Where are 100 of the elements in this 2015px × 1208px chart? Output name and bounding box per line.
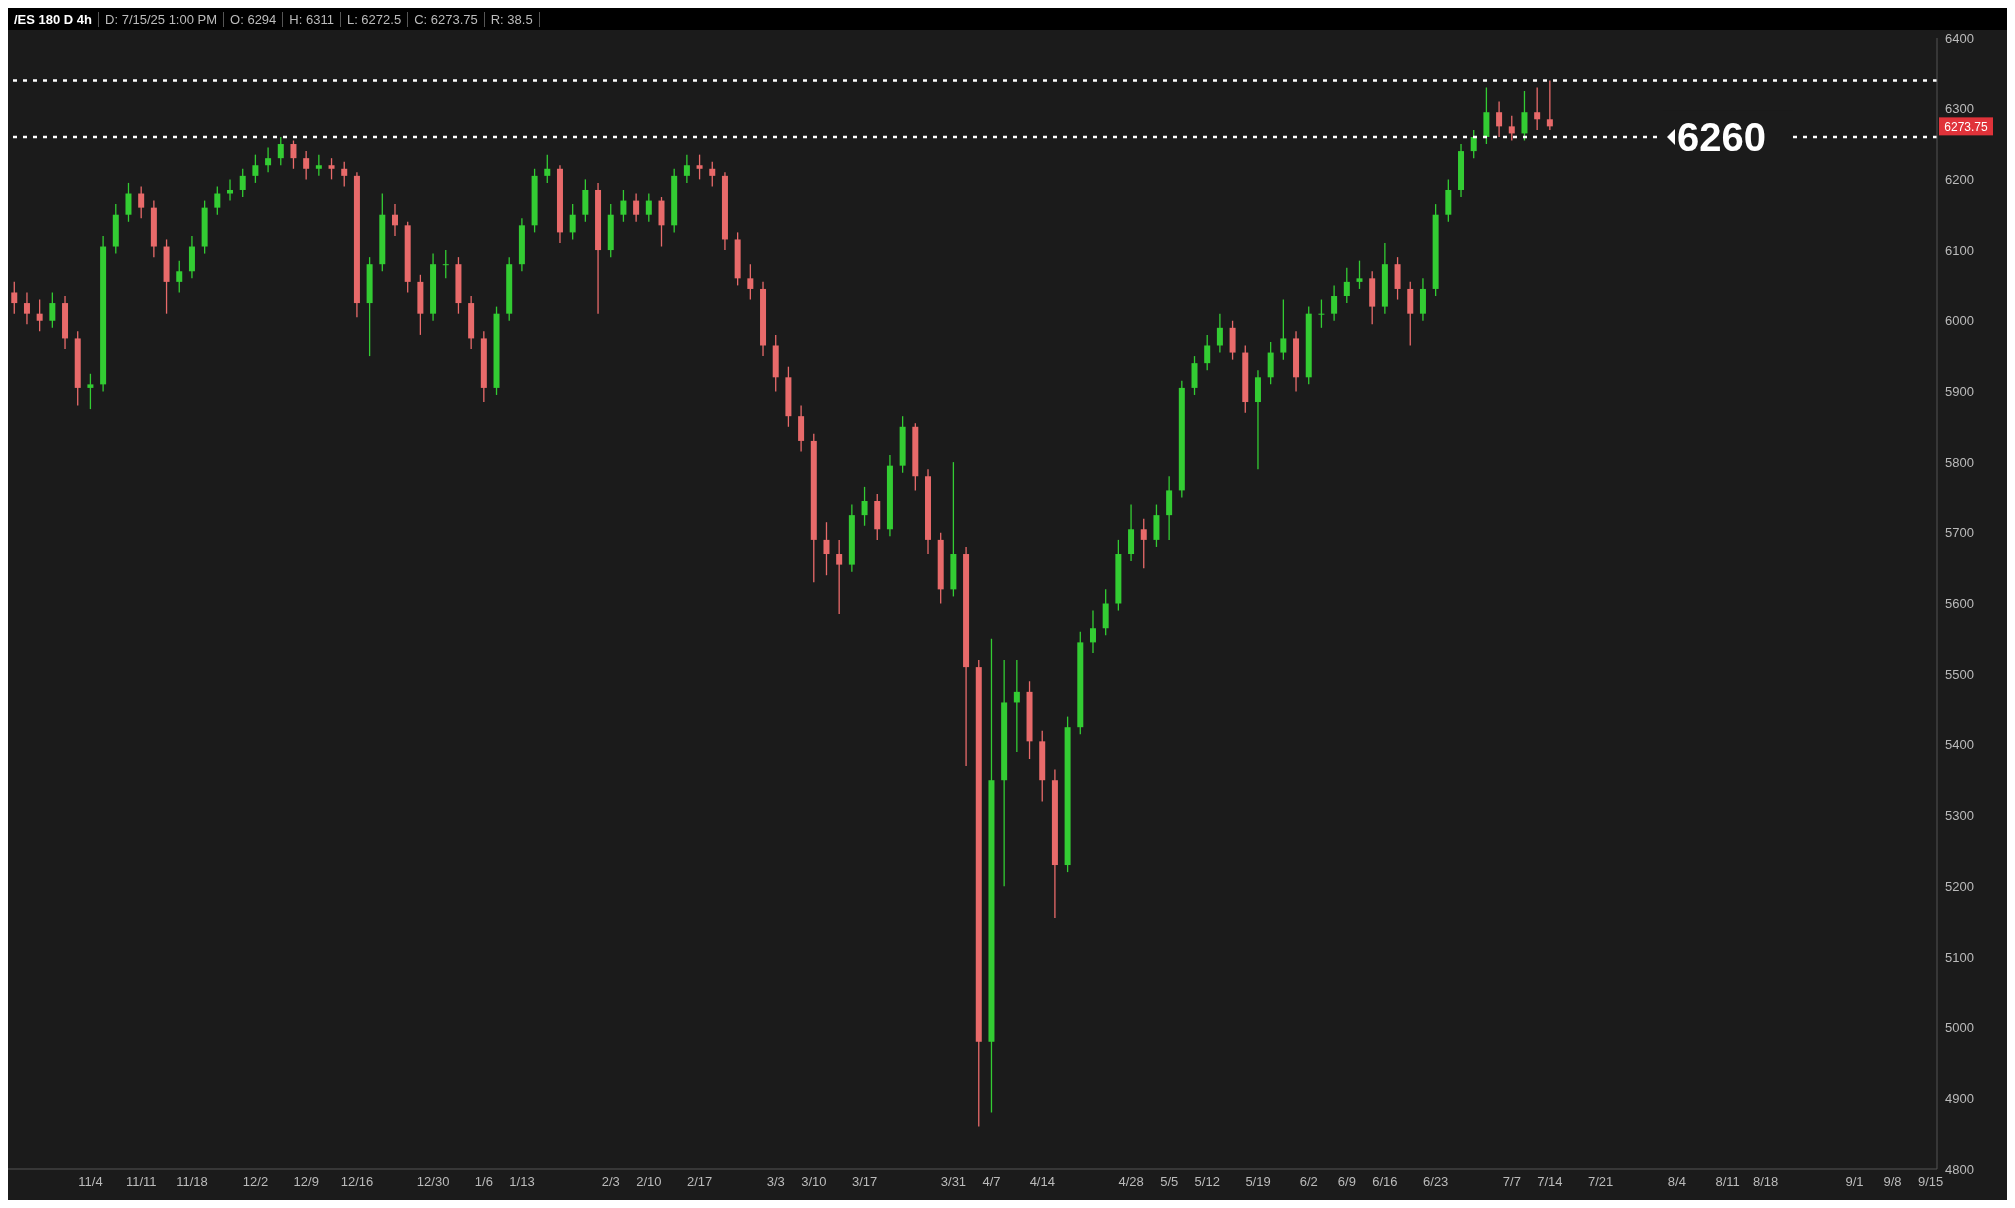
x-tick-label: 1/6: [474, 1174, 493, 1190]
candlestick: [138, 185, 145, 219]
x-tick-label: 5/19: [1245, 1174, 1271, 1190]
y-tick-label: 4900: [1945, 1090, 1974, 1106]
x-tick-label: 3/17: [851, 1174, 878, 1190]
x-tick-label: 6/16: [1372, 1174, 1398, 1190]
candlestick: [747, 263, 754, 301]
text: L: 6272.5: [340, 11, 409, 27]
y-tick-label: 6400: [1945, 30, 1974, 46]
x-tick-label: 4/28: [1118, 1174, 1144, 1190]
candlestick: [125, 182, 132, 223]
x-tick-label: 3/3: [766, 1174, 785, 1190]
candlestick: [1089, 609, 1096, 654]
candlestick: [315, 153, 322, 177]
candlestick: [87, 373, 94, 410]
candlestick: [645, 192, 652, 223]
x-tick-label: 12/16: [340, 1174, 374, 1190]
x-tick-label: 5/12: [1194, 1174, 1220, 1190]
y-tick-label: 5800: [1945, 454, 1974, 470]
x-tick-label: 9/8: [1883, 1174, 1902, 1190]
y-tick-label: 5100: [1945, 949, 1974, 965]
candlestick: [265, 146, 272, 173]
candlestick: [11, 281, 18, 315]
candlestick: [303, 150, 310, 181]
x-tick-label: 12/2: [242, 1174, 269, 1190]
x-tick-label: 11/11: [125, 1174, 157, 1190]
candlestick: [544, 153, 551, 184]
candlestick: [227, 178, 234, 202]
candlestick: [277, 136, 284, 166]
x-tick-label: 12/30: [416, 1174, 450, 1190]
candlestick: [442, 249, 449, 279]
candlestick: [861, 486, 868, 527]
y-tick-label: 6000: [1945, 313, 1974, 329]
x-tick-label: 9/15: [1918, 1174, 1944, 1190]
chart-title: /ES 180 D 4h: [8, 11, 100, 27]
candlestick: [176, 260, 183, 294]
x-tick-label: 2/3: [601, 1174, 620, 1190]
x-tick-label: 4/7: [982, 1174, 1001, 1190]
candlestick: [36, 298, 43, 332]
candlestick: [391, 203, 398, 237]
y-tick-label: 5900: [1945, 384, 1974, 400]
candlestick: [23, 291, 30, 325]
x-tick-label: 7/21: [1588, 1174, 1614, 1190]
candlestick: [836, 539, 843, 615]
y-tick-label: 6200: [1945, 171, 1974, 187]
candlestick: [569, 203, 576, 241]
candlestick: [696, 153, 703, 181]
candlestick: [328, 157, 335, 181]
candlestick: [1140, 518, 1147, 569]
text: O: 6294: [224, 11, 284, 27]
y-tick-label: 5300: [1945, 808, 1974, 824]
candlestick: [1496, 100, 1503, 138]
candlestick: [1546, 79, 1553, 131]
y-tick-label: 5400: [1945, 737, 1974, 753]
candlestick: [1331, 284, 1338, 322]
candlestick: [709, 161, 716, 188]
candlestick: [239, 168, 246, 198]
text: R: 38.5: [484, 11, 540, 27]
x-tick-label: 12/9: [293, 1174, 319, 1190]
candlestick: [620, 189, 627, 223]
candlestick: [1508, 115, 1515, 142]
candlestick: [633, 192, 640, 223]
x-tick-label: 3/10: [801, 1174, 827, 1190]
candlestick: [1204, 334, 1211, 371]
x-tick-label: 2/10: [636, 1174, 662, 1190]
y-tick-label: 6300: [1945, 101, 1974, 117]
x-tick-label: 9/1: [1845, 1174, 1864, 1190]
y-tick-label: 5000: [1945, 1020, 1974, 1036]
candlestick: [1280, 298, 1287, 361]
x-tick-label: 4/14: [1029, 1174, 1055, 1190]
candlestick: [214, 185, 221, 216]
candlestick: [683, 153, 690, 184]
candlestick: [1216, 313, 1223, 354]
x-tick-label: 6/9: [1337, 1174, 1356, 1190]
candlestick: [49, 291, 56, 329]
candlestick: [1318, 298, 1325, 329]
x-tick-label: 7/7: [1502, 1174, 1521, 1190]
text: C: 6273.75: [408, 11, 485, 27]
candlestick: [1343, 267, 1350, 304]
x-tick-label: 2/17: [686, 1174, 713, 1190]
y-tick-label: 5700: [1945, 525, 1974, 541]
candlestick: [341, 161, 348, 188]
x-tick-label: 11/4: [78, 1174, 103, 1190]
candlestick: [1356, 260, 1363, 290]
candlestick: [1013, 659, 1020, 753]
x-tick-label: 8/18: [1753, 1174, 1779, 1190]
x-tick-label: 3/31: [940, 1174, 967, 1190]
y-tick-label: 4800: [1945, 1161, 1974, 1177]
y-tick-label: 6100: [1945, 242, 1974, 258]
x-tick-label: 11/18: [176, 1174, 208, 1190]
candlestick: [1521, 90, 1528, 142]
candlestick: [823, 521, 830, 576]
x-tick-label: 1/13: [509, 1174, 535, 1190]
ref-line-label: 6260: [1677, 114, 1766, 159]
x-tick-label: 7/14: [1537, 1174, 1563, 1190]
candlestick: [290, 139, 297, 170]
x-tick-label: 6/2: [1299, 1174, 1318, 1190]
candlestick: [252, 153, 259, 184]
text: H: 6311: [283, 11, 341, 27]
x-tick-label: 8/11: [1715, 1174, 1740, 1190]
